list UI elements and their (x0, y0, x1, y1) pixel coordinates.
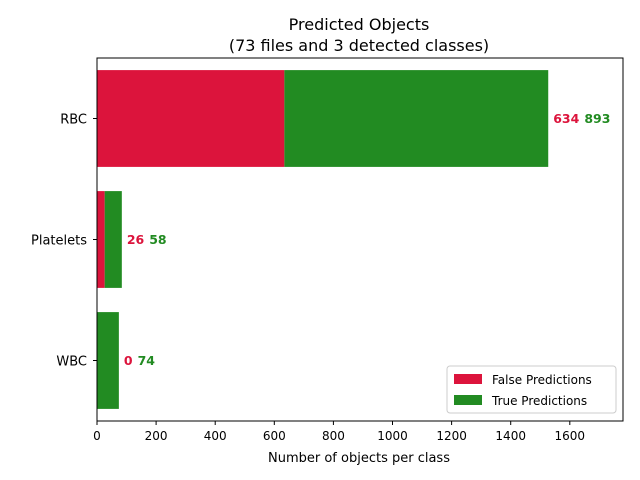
legend-box (446, 365, 617, 414)
x-tick-label-800: 800 (322, 429, 345, 443)
x-tick-label-1000: 1000 (377, 429, 408, 443)
x-tick-label-1200: 1200 (436, 429, 467, 443)
data-label-rbc-false-predictions: 634 (553, 111, 579, 126)
y-tick-label-rbc: RBC (60, 113, 87, 128)
x-tick-label-400: 400 (204, 429, 227, 443)
chart-subtitle: (73 files and 3 detected classes) (229, 36, 489, 55)
data-label-wbc-true-predictions: 74 (138, 353, 156, 368)
data-label-platelets-false-predictions: 26 (127, 232, 145, 247)
x-tick-label-600: 600 (263, 429, 286, 443)
data-label-wbc-false-predictions: 0 (124, 353, 133, 368)
bar-platelets-false-predictions (97, 191, 105, 288)
bar-platelets-true-predictions (104, 191, 122, 288)
y-tick-label-wbc: WBC (56, 355, 87, 370)
bar-wbc-true-predictions (97, 312, 119, 409)
data-label-rbc-true-predictions: 893 (584, 111, 610, 126)
bars-group (97, 70, 549, 409)
x-tick-label-1600: 1600 (555, 429, 586, 443)
chart-title: Predicted Objects (289, 15, 430, 34)
bar-rbc-true-predictions (284, 70, 549, 167)
y-axis: RBC Platelets WBC (31, 113, 97, 370)
x-axis-label: Number of objects per class (268, 451, 450, 466)
x-tick-label-200: 200 (145, 429, 168, 443)
legend-swatch-false-predictions (454, 374, 482, 384)
legend-swatch-true-predictions (454, 395, 482, 405)
data-labels-group: 634 893 26 58 0 74 (124, 111, 611, 368)
y-tick-label-platelets: Platelets (31, 234, 87, 249)
x-tick-label-0: 0 (93, 429, 101, 443)
bar-rbc-false-predictions (97, 70, 285, 167)
legend-label-true-predictions: True Predictions (491, 394, 587, 408)
x-tick-label-1400: 1400 (495, 429, 526, 443)
x-axis: 0 200 400 600 800 1000 1200 1400 1600 (93, 421, 585, 443)
legend-label-false-predictions: False Predictions (492, 373, 592, 387)
data-label-platelets-true-predictions: 58 (149, 232, 166, 247)
legend: False Predictions True Predictions (446, 365, 617, 414)
